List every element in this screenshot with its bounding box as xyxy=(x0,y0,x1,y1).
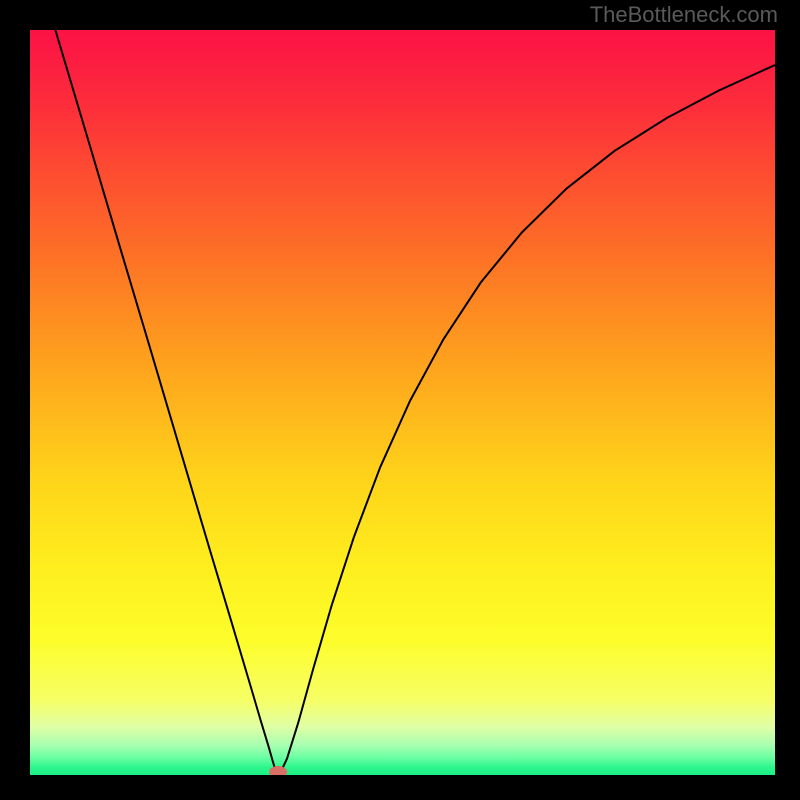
watermark-text: TheBottleneck.com xyxy=(590,2,778,28)
plot-background xyxy=(30,30,775,775)
chart-frame: TheBottleneck.com xyxy=(0,0,800,800)
chart-plot xyxy=(30,30,775,775)
